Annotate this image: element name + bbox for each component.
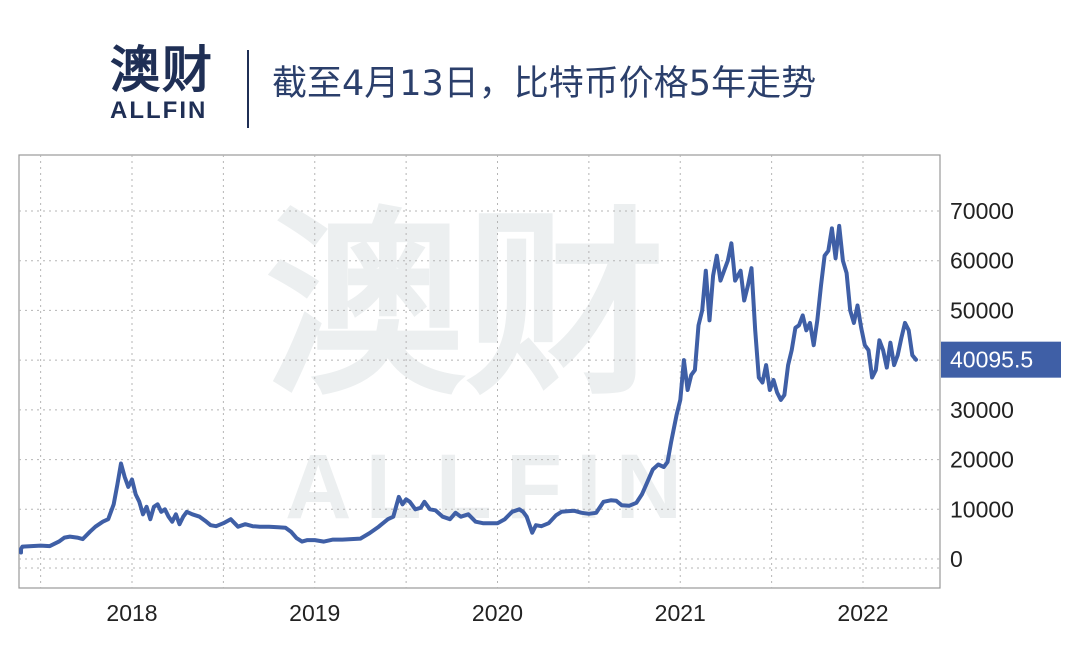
y-axis-ticks: 010000200003000040000500006000070000 (950, 198, 1014, 572)
gridlines (19, 155, 940, 588)
x-tick-label: 2021 (655, 600, 706, 626)
y-tick-label: 20000 (950, 447, 1014, 473)
current-value-label: 40095.5 (950, 347, 1033, 373)
price-line (19, 223, 918, 555)
plot-frame (18, 154, 941, 589)
y-tick-label: 60000 (950, 248, 1014, 274)
watermark-cn: 澳财 (265, 190, 665, 423)
x-tick-label: 2018 (106, 600, 157, 626)
x-axis-ticks: 2018 2019 2020 2021 2022 (106, 600, 888, 626)
y-tick-label: 0 (950, 546, 963, 572)
watermark: 澳财 ALLFIN (265, 190, 696, 538)
y-tick-label: 30000 (950, 397, 1014, 423)
header-divider (247, 50, 249, 128)
y-tick-label: 50000 (950, 297, 1014, 323)
watermark-en: ALLFIN (285, 436, 696, 538)
x-tick-label: 2019 (289, 600, 340, 626)
y-tick-label: 70000 (950, 198, 1014, 224)
x-tick-label: 2022 (837, 600, 888, 626)
brand-name-en: ALLFIN (110, 97, 208, 124)
brand-logo: 澳财 ALLFIN (110, 44, 240, 124)
brand-name-cn: 澳财 (110, 41, 214, 99)
y-tick-label: 10000 (950, 496, 1014, 522)
x-tick-label: 2020 (472, 600, 523, 626)
chart-title: 截至4月13日，比特币价格5年走势 (272, 64, 817, 104)
current-value-box (941, 341, 1061, 378)
